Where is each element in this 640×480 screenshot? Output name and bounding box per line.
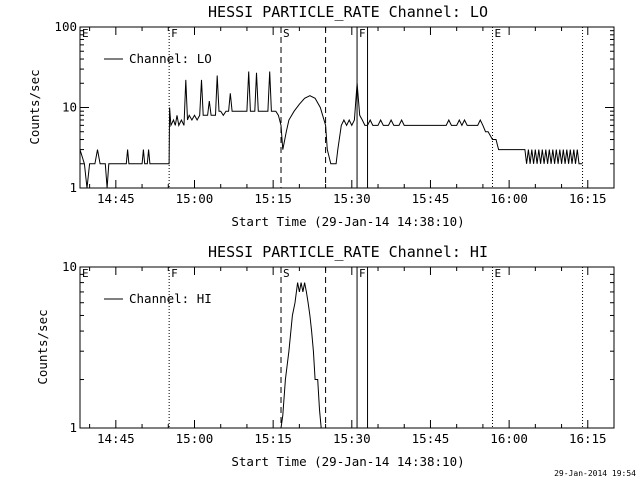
hi-marker-label: F [171,267,178,280]
lo-x-tick-label: 15:30 [333,191,371,206]
hi-y-axis-label: Counts/sec [35,309,50,384]
lo-y-tick-label: 100 [54,19,77,34]
lo-channel-panel: HESSI PARTICLE_RATE Channel: LO 1 10 100 1… [27,3,615,229]
lo-x-ticks: 14:45 15:00 15:15 15:30 15:45 16:00 16:15 [89,27,615,206]
hi-plot-frame [79,266,615,429]
hi-x-tick-label: 14:45 [97,431,135,446]
lo-rate-series [79,71,583,189]
hi-legend-label: Channel: HI [129,291,212,306]
lo-x-tick-label: 15:45 [412,191,450,206]
hi-marker-label: E [82,267,89,280]
hi-x-tick-label: 16:00 [490,431,528,446]
hi-x-tick-label: 15:00 [176,431,214,446]
hi-x-ticks: 14:45 15:00 15:15 15:30 15:45 16:00 16:15 [89,267,615,446]
hi-y-ticks: 1 10 [62,259,614,435]
hi-x-tick-label: 15:30 [333,431,371,446]
lo-y-tick-label: 10 [62,100,77,115]
hi-x-tick-label: 15:45 [412,431,450,446]
lo-y-tick-label: 1 [69,180,77,195]
hi-x-axis-label: Start Time (29-Jan-14 14:38:10) [231,454,464,469]
hi-rate-series [280,282,322,429]
lo-x-tick-label: 15:00 [176,191,214,206]
lo-chart-title: HESSI PARTICLE_RATE Channel: LO [208,3,488,21]
lo-marker-label: E [495,27,502,40]
lo-x-tick-label: 16:15 [569,191,607,206]
hi-x-tick-label: 15:15 [254,431,292,446]
footer-timestamp: 29-Jan-2014 19:54 [554,469,636,478]
hi-chart-title: HESSI PARTICLE_RATE Channel: HI [208,243,488,261]
lo-legend-label: Channel: LO [129,51,212,66]
hi-marker-label: F [359,267,366,280]
hi-x-tick-label: 16:15 [569,431,607,446]
hi-marker-label: E [495,267,502,280]
lo-x-tick-label: 16:00 [490,191,528,206]
lo-x-axis-label: Start Time (29-Jan-14 14:38:10) [231,214,464,229]
lo-marker-label: E [82,27,89,40]
lo-y-ticks: 1 10 100 [54,19,614,195]
lo-marker-label: F [359,27,366,40]
hi-marker-label: S [283,267,290,280]
lo-x-tick-label: 14:45 [97,191,135,206]
hi-y-tick-label: 1 [69,420,77,435]
hi-y-tick-label: 10 [62,259,77,274]
hi-channel-panel: HESSI PARTICLE_RATE Channel: HI 1 10 14:4… [35,243,615,469]
lo-marker-label: S [283,27,290,40]
lo-y-axis-label: Counts/sec [27,69,42,144]
lo-x-tick-label: 15:15 [254,191,292,206]
lo-marker-label: F [171,27,178,40]
